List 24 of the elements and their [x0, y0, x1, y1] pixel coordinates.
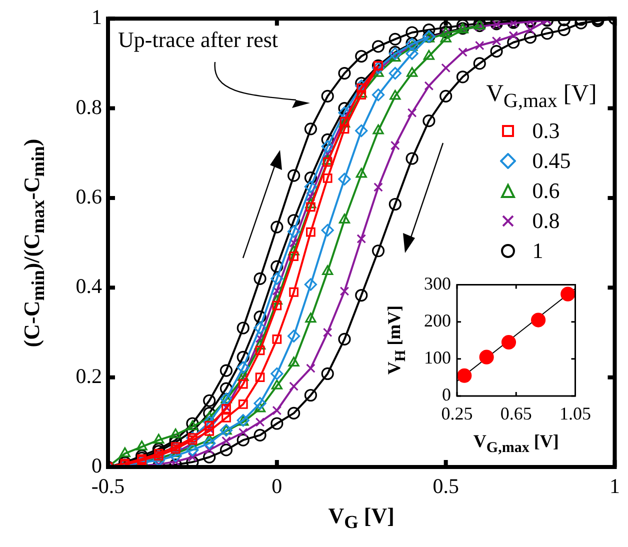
legend-label: 0.8 [532, 208, 560, 234]
x-tick-label: 0.25 [441, 404, 473, 424]
y-tick-label: 0.6 [76, 184, 102, 208]
x-tick-label: 0 [272, 474, 282, 498]
x-tick-label: 0.5 [432, 474, 459, 498]
y-tick-label: 0.4 [76, 274, 102, 298]
legend-label: 0.6 [532, 178, 560, 204]
x-tick-label: 1 [610, 474, 620, 498]
annotation: Up-trace after rest [118, 26, 278, 53]
legend-title: V$_{G,max}$ [V] [486, 80, 597, 112]
legend-label: 0.3 [532, 118, 560, 144]
y-tick-label: 200 [424, 310, 451, 331]
y-tick-label: 300 [424, 274, 451, 294]
y-tick-label: 100 [424, 348, 451, 368]
x-axis-title: V$_{G}$ [V] [328, 502, 394, 534]
legend-label: 0.45 [532, 148, 571, 174]
x-tick-label: 0.65 [500, 404, 532, 424]
x-axis-title: V$_{G,max}$ [V] [473, 431, 559, 457]
y-tick-label: 0.8 [76, 94, 102, 119]
legend-label: 1 [532, 238, 544, 264]
y-tick-label: 0.2 [76, 364, 102, 388]
x-tick-label: 1.05 [560, 404, 591, 424]
y-tick-label: 1 [92, 5, 102, 30]
y-tick-label: 0 [442, 384, 451, 405]
